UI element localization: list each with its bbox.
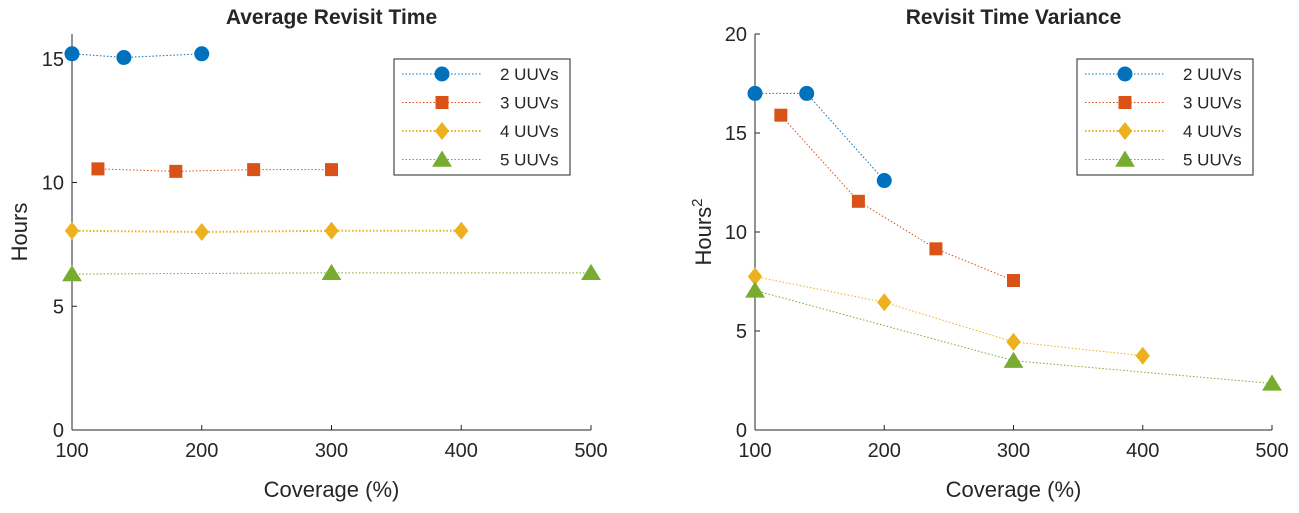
chart-1: 100 200 300 400 500 0 5 10 15 Average Revisit Tim… [7,6,608,502]
data-point [747,267,763,286]
legend-label: 2 UUVs [1183,65,1242,84]
legend-label: 4 UUVs [1183,122,1242,141]
y-tick-label: 15 [42,49,64,71]
series-line [97,168,332,172]
y-tick-label: 10 [725,222,747,244]
y-tick-label: 15 [725,123,747,145]
data-point [851,194,865,208]
legend: 2 UUVs 3 UUVs 4 UUVs 5 UUVs [1076,58,1254,176]
y-tick-label: 20 [725,24,747,46]
series-2-uuvs [747,85,892,189]
x-tick-label: 500 [1255,440,1288,462]
y-tick-label: 5 [53,296,64,318]
legend-marker [1117,122,1133,140]
series-5-uuvs [745,281,1282,391]
legend-marker [1117,66,1133,82]
legend-label: 3 UUVs [500,94,559,113]
y-tick-label: 5 [736,321,747,343]
x-tick-label: 300 [315,440,348,462]
series-line [780,114,1014,281]
data-point [321,263,342,281]
x-tick-label: 400 [1126,440,1159,462]
x-tick-label: 500 [574,440,607,462]
series-4-uuvs [64,221,469,241]
legend-box [1076,58,1254,176]
data-point [1006,332,1021,351]
data-point [454,221,469,240]
data-point [325,163,338,177]
legend-marker [434,122,450,140]
data-point [929,242,943,256]
data-point [1007,274,1020,288]
chart-2: 100 200 300 400 500 0 5 10 15 20 Revisit Time Vari… [689,6,1289,502]
series-line [755,92,885,181]
legend-label: 4 UUVs [500,122,559,141]
y-axis-label: Hours2 [689,198,716,265]
y-axis-label-superscript: 2 [689,198,706,206]
x-tick-label: 100 [55,440,88,462]
data-point [774,108,788,122]
legend-marker [435,96,449,109]
series-3-uuvs [91,162,338,178]
x-axis-label: Coverage (%) [264,477,400,502]
data-point [1003,351,1024,368]
y-tick-label: 10 [42,173,64,195]
x-tick-label: 400 [445,440,478,462]
data-point [91,162,105,176]
series-2-uuvs [64,46,210,66]
data-point [877,293,892,312]
legend-marker [1118,96,1132,109]
data-point [1135,346,1150,365]
data-point [64,46,80,62]
series-line [71,229,462,234]
chart-title: Average Revisit Time [226,6,437,29]
data-point [581,263,601,281]
series-5-uuvs [62,263,601,282]
legend-marker [432,150,452,167]
legend-marker [434,66,450,82]
legend-label: 3 UUVs [1183,94,1242,113]
x-axis-label: Coverage (%) [946,477,1082,502]
series-3-uuvs [774,108,1020,288]
data-point [194,46,210,62]
y-tick-label: 0 [736,420,747,442]
x-tick-label: 300 [997,440,1030,462]
series-line [754,276,1143,357]
data-point [62,265,82,282]
legend-label: 2 UUVs [500,65,559,84]
series-line [71,53,202,59]
data-point [745,281,765,298]
series-4-uuvs [747,267,1150,365]
x-tick-label: 200 [185,440,218,462]
x-tick-label: 200 [868,440,901,462]
data-point [194,223,209,241]
data-point [747,85,763,101]
data-point [116,50,132,66]
data-point [876,173,892,189]
data-point [324,221,339,240]
data-point [64,221,80,240]
y-tick-label: 0 [53,420,64,442]
data-point [1262,374,1282,391]
legend-label: 5 UUVs [500,151,559,170]
data-point [799,85,815,101]
legend-label: 5 UUVs [1183,151,1242,170]
legend-box [393,58,571,176]
legend: 2 UUVs 3 UUVs 4 UUVs 5 UUVs [393,58,571,176]
data-point [169,164,183,178]
y-axis-label: Hours [7,203,32,262]
data-point [247,163,261,177]
legend-marker [1115,150,1135,167]
chart-title: Revisit Time Variance [906,6,1122,29]
x-tick-label: 100 [738,440,771,462]
